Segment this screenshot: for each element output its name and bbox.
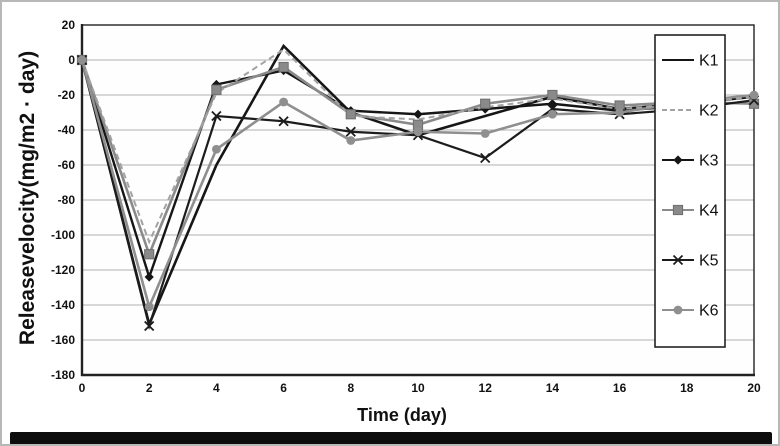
y-tick-label: -80 (58, 193, 76, 207)
series-k5-x-marker (345, 126, 356, 137)
legend-diamond-marker (673, 155, 683, 165)
y-tick-label: -20 (58, 88, 76, 102)
x-tick-label: 2 (146, 381, 153, 395)
y-axis-title: Releasevelocity(mg/m2 · day) (16, 50, 39, 346)
x-tick-label: 8 (347, 381, 354, 395)
y-tick-label: -180 (51, 368, 75, 382)
legend-label-k5: K5 (699, 253, 719, 270)
x-tick-label: 12 (479, 381, 493, 395)
legend-square-marker (672, 204, 684, 216)
legend-item-k5: K5 (662, 253, 719, 270)
series-k6-circle-marker (279, 97, 288, 107)
y-tick-label: -40 (58, 123, 76, 137)
y-tick-label: -60 (58, 158, 76, 172)
series-k3-diamond-marker (547, 99, 557, 109)
legend-item-k6: K6 (662, 303, 719, 320)
legend-circle-marker (673, 305, 683, 315)
series-k6-circle-marker (413, 127, 423, 137)
x-tick-label: 14 (546, 381, 560, 395)
series-k6-circle-marker (480, 129, 490, 138)
series-k4-square-marker (278, 61, 289, 73)
series-k4-square-marker (547, 89, 558, 101)
series-k6-circle-marker (77, 55, 87, 65)
series-k6-circle-marker (144, 302, 154, 312)
legend-item-k2: K2 (662, 103, 719, 120)
legend-label-k3: K3 (699, 153, 719, 170)
series-k6-circle-marker (212, 144, 221, 154)
legend-label-k6: K6 (699, 303, 719, 320)
series-k4-square-marker (211, 84, 222, 95)
series-k3-diamond-marker (413, 109, 423, 119)
x-tick-label: 20 (747, 381, 761, 395)
x-axis-title: Time (day) (357, 405, 447, 425)
series-k5-x-marker (278, 116, 289, 127)
legend-item-k4: K4 (662, 203, 719, 220)
series-k4-square-marker (480, 98, 491, 109)
x-tick-label: 18 (680, 381, 694, 395)
legend-label-k2: K2 (699, 103, 719, 120)
x-tick-label: 10 (411, 381, 425, 395)
legend-box (654, 34, 726, 348)
y-tick-label: -120 (51, 263, 75, 277)
series-k5-x-marker (211, 110, 222, 122)
y-tick-label: 20 (62, 18, 76, 32)
x-tick-label: 6 (280, 381, 287, 395)
series-k3-diamond-marker (480, 104, 490, 114)
legend-item-k3: K3 (662, 153, 719, 170)
series-k4-square-marker (345, 109, 356, 120)
series-k5-x-marker (144, 320, 155, 332)
series-k6-circle-marker (548, 109, 557, 119)
series-line-k2 (81, 48, 755, 245)
series-k6-circle-marker (346, 136, 356, 145)
series-k4-square-marker (144, 249, 155, 260)
y-tick-label: -160 (51, 333, 75, 347)
series-k5-x-marker (480, 152, 491, 164)
series-k6-circle-marker (749, 90, 759, 100)
x-tick-label: 16 (613, 381, 627, 395)
bottom-black-bar (10, 432, 772, 444)
legend-label-k1: K1 (699, 53, 719, 70)
legend-x-marker (672, 254, 684, 266)
legend-label-k4: K4 (699, 203, 719, 220)
x-tick-label: 4 (213, 381, 220, 395)
y-tick-label: -100 (51, 228, 75, 242)
legend-item-k1: K1 (662, 53, 719, 70)
x-tick-label: 0 (79, 381, 86, 395)
y-tick-label: 0 (68, 53, 75, 67)
series-k6-circle-marker (615, 108, 624, 117)
series-k3-diamond-marker (144, 272, 154, 282)
y-tick-label: -140 (51, 298, 75, 312)
